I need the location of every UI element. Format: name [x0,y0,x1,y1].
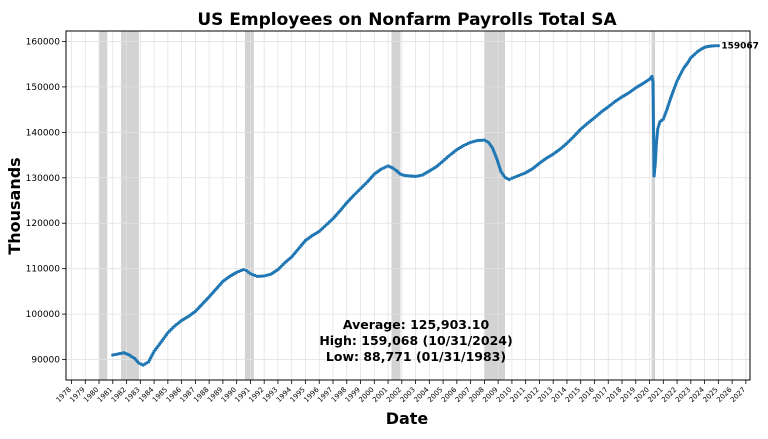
data-point [709,44,714,48]
data-point [260,274,264,278]
stats-low: Low: 88,771 (01/31/1983) [326,349,506,364]
recession-shading [99,31,656,380]
data-point [654,141,659,145]
data-point [255,274,259,278]
data-point [712,44,716,48]
data-point [716,44,720,48]
data-point [655,129,660,133]
x-axis-label: Date [386,409,429,428]
y-tick-label: 120000 [26,219,61,229]
recession-band [121,31,139,380]
stats-high: High: 159,068 (10/31/2024) [319,333,512,348]
grid [66,31,750,380]
data-point [507,177,511,182]
y-axis-label: Thousands [5,157,24,254]
y-tick-label: 110000 [26,265,61,275]
y-axis-ticks: 90000 100000 110000 120000 130000 140000 15000… [26,37,66,366]
data-point [655,131,659,135]
series-layer [111,44,720,367]
y-tick-label: 90000 [31,356,60,366]
x-tick-label: 2027 [729,386,747,404]
data-point [241,267,246,272]
data-point [257,274,262,278]
y-tick-label: 130000 [26,174,61,184]
data-point [475,138,480,143]
recession-band [651,31,656,380]
x-axis-ticks: 1978197919801981198219831984198519861987… [55,380,747,404]
data-point [655,134,659,138]
chart-title: US Employees on Nonfarm Payrolls Total S… [197,10,617,30]
recession-band [391,31,401,380]
recession-band [244,31,254,380]
y-tick-label: 150000 [26,83,61,93]
stats-average: Average: 125,903.10 [343,317,490,332]
recession-band [99,31,108,380]
recession-band [484,31,506,380]
data-point [655,138,659,143]
data-point [478,138,482,142]
data-point [480,138,484,142]
data-point [655,136,659,140]
data-point [714,44,718,48]
stats-box: Average: 125,903.10 High: 159,068 (10/31… [319,317,512,364]
y-tick-label: 160000 [26,37,61,47]
y-tick-label: 100000 [26,310,61,320]
y-tick-label: 140000 [26,128,61,138]
last-value-label: 159067 [721,42,759,52]
plot-frame [65,30,751,381]
